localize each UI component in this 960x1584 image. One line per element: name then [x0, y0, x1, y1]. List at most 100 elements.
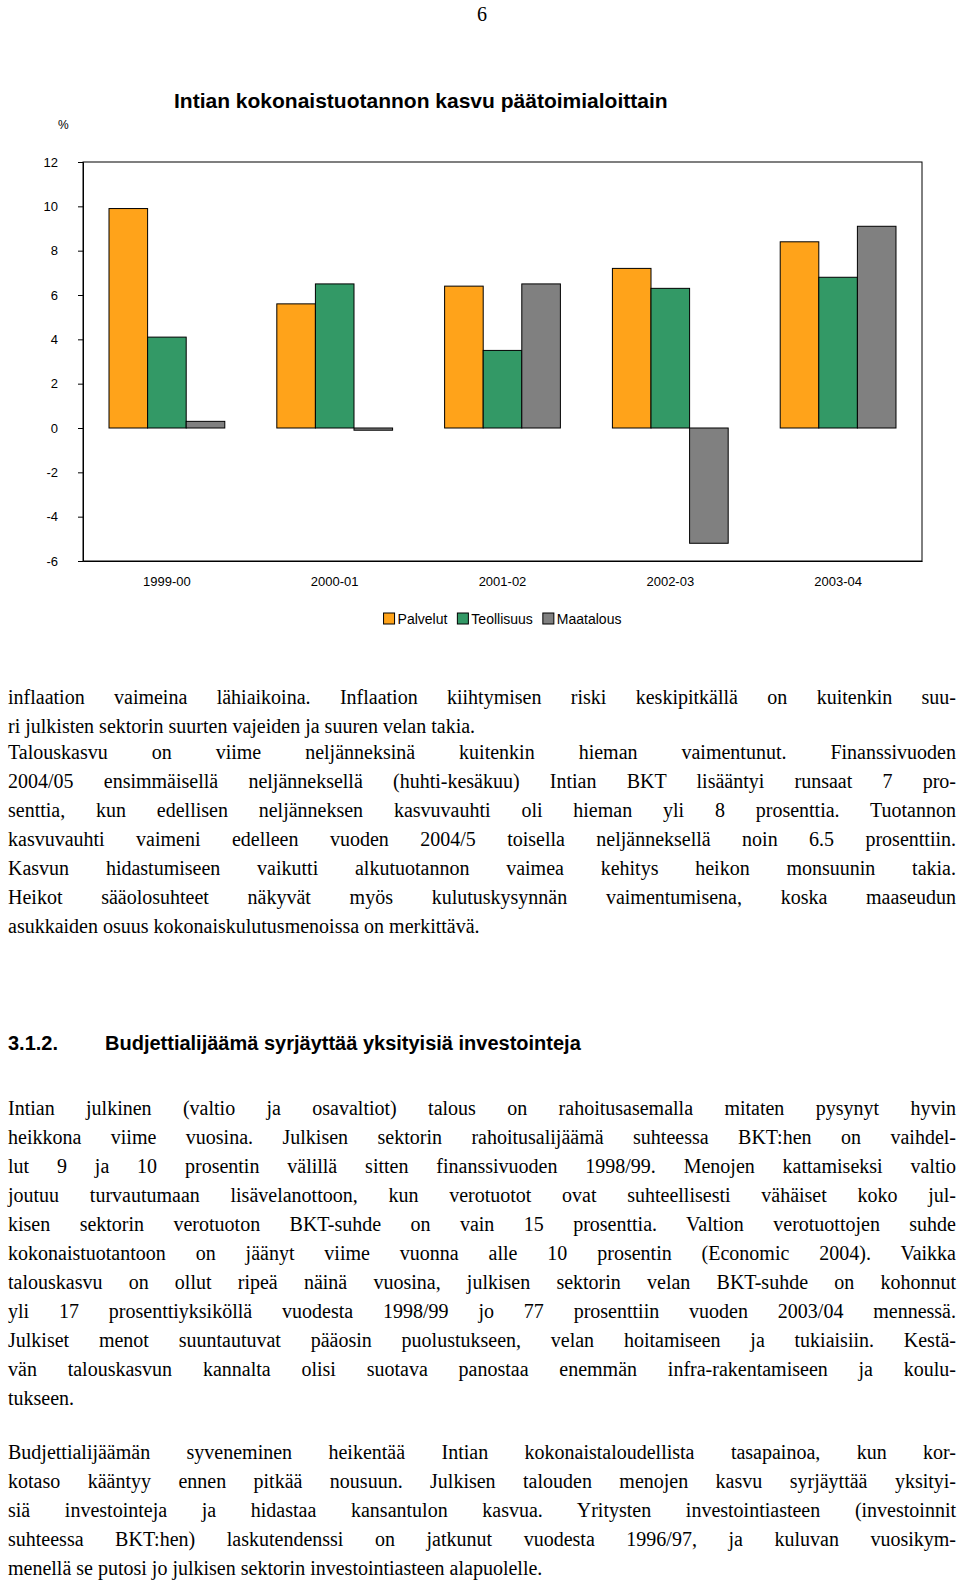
y-tick: 10 — [44, 199, 83, 214]
x-axis: 1999-00 2000-01 2001-02 2002-03 2003-04 — [84, 561, 923, 589]
legend-label: Maatalous — [557, 611, 622, 627]
text-line: Talouskasvu on viime neljänneksinä kuite… — [8, 738, 956, 767]
text-line: Intian julkinen (valtio ja osavaltiot) t… — [8, 1094, 956, 1123]
bar — [690, 428, 729, 543]
legend-label: Teollisuus — [471, 611, 532, 627]
text-line: Kasvun hidastumiseen vaikutti alkutuotan… — [8, 854, 956, 883]
y-tick: 12 — [44, 155, 83, 170]
x-tick-label: 2000-01 — [311, 574, 359, 589]
chart: Intian kokonaistuotannon kasvu päätoimia… — [0, 0, 960, 660]
bars — [109, 209, 896, 544]
y-tick-label: 8 — [51, 243, 58, 258]
text-line: asukkaiden osuus kokonaiskulutusmenoissa… — [8, 912, 956, 941]
text-line: Julkiset menot suuntautuvat pääosin puol… — [8, 1326, 956, 1355]
x-tick: 2001-02 — [479, 561, 527, 589]
y-tick: -4 — [46, 509, 83, 524]
text-line: tukseen. — [8, 1384, 956, 1413]
legend-item: Palvelut — [384, 611, 448, 627]
section-title: Budjettialijäämä syrjäyttää yksityisiä i… — [105, 1032, 581, 1055]
text-line: kotaso kääntyy ennen pitkää nousuun. Jul… — [8, 1467, 956, 1496]
y-tick-mark — [78, 428, 83, 429]
y-axis-title: % — [58, 118, 69, 132]
text-line: lut 9 ja 10 prosentin välillä sitten fin… — [8, 1152, 956, 1181]
y-tick-label: 12 — [44, 155, 58, 170]
x-tick-label: 2001-02 — [479, 574, 527, 589]
y-tick-label: -4 — [46, 509, 58, 524]
text-line: inflaation vaimeina lähiaikoina. Inflaat… — [8, 683, 956, 712]
bar — [277, 304, 316, 428]
text-line: 2004/05 ensimmäisellä neljänneksellä (hu… — [8, 767, 956, 796]
text-line: kasvuvauhti vaimeni edelleen vuoden 2004… — [8, 825, 956, 854]
x-tick-label: 2002-03 — [646, 574, 694, 589]
y-tick: 8 — [51, 243, 83, 258]
legend-item: Maatalous — [543, 611, 622, 627]
chart-title: Intian kokonaistuotannon kasvu päätoimia… — [174, 89, 668, 112]
bar — [483, 350, 522, 428]
y-axis-line — [78, 163, 84, 562]
x-tick: 2002-03 — [646, 561, 694, 589]
legend-swatch — [384, 613, 395, 624]
legend-item: Teollisuus — [457, 611, 532, 627]
y-tick-mark — [78, 517, 83, 518]
text-line: senttia, kun edellisen neljänneksen kasv… — [8, 796, 956, 825]
y-tick-label: 2 — [51, 376, 58, 391]
text-line: Budjettialijäämän syveneminen heikentää … — [8, 1438, 956, 1467]
bar-series — [109, 209, 819, 428]
text-line: yli 17 prosenttiyksiköllä vuodesta 1998/… — [8, 1297, 956, 1326]
text-line: joutuu turvautumaan lisävelanottoon, kun… — [8, 1181, 956, 1210]
text-line: ri julkisten sektorin suurten vajeiden j… — [8, 712, 956, 741]
bar — [522, 284, 561, 428]
y-tick: -2 — [46, 465, 83, 480]
y-tick-mark — [78, 384, 83, 385]
y-tick-label: 6 — [51, 288, 58, 303]
bar — [780, 242, 819, 428]
y-tick: -6 — [46, 554, 83, 569]
text-line: vän talouskasvun kannalta olisi suotava … — [8, 1355, 956, 1384]
y-tick: 0 — [51, 421, 83, 436]
text-line: kokonaistuotantoon on jäänyt viime vuonn… — [8, 1239, 956, 1268]
y-axis: -6 -4 -2 0 2 4 6 8 10 12 — [44, 155, 84, 569]
bar — [819, 277, 858, 428]
y-tick: 2 — [51, 376, 83, 391]
bar-series — [186, 226, 896, 543]
bar — [354, 428, 393, 430]
y-tick-mark — [78, 472, 83, 473]
bar — [315, 284, 354, 428]
y-tick-mark — [78, 162, 83, 163]
x-axis-line — [84, 561, 923, 562]
y-tick-label: -6 — [46, 554, 58, 569]
text-line: suhteessa BKT:hen) laskutendenssi on jat… — [8, 1525, 956, 1554]
bar — [445, 286, 484, 428]
page-number: 6 — [0, 0, 960, 28]
legend-swatch — [457, 613, 468, 624]
x-tick: 2000-01 — [311, 561, 359, 589]
bar — [186, 421, 225, 428]
legend-swatch — [543, 613, 554, 624]
text-line: siä investointeja ja hidastaa kansantulo… — [8, 1496, 956, 1525]
y-tick-mark — [78, 295, 83, 296]
bar-series — [148, 277, 858, 428]
legend-label: Palvelut — [398, 611, 448, 627]
bar — [651, 288, 690, 428]
y-tick-mark — [78, 251, 83, 252]
y-tick-mark — [78, 561, 83, 562]
plot-frame — [83, 162, 922, 561]
bar — [612, 268, 651, 428]
x-tick-label: 1999-00 — [143, 574, 191, 589]
text-line: kisen sektorin verotuoton BKT-suhde on v… — [8, 1210, 956, 1239]
y-tick-label: 10 — [44, 199, 58, 214]
bar — [148, 337, 187, 428]
x-tick-label: 2003-04 — [814, 574, 862, 589]
section-number: 3.1.2. — [8, 1032, 58, 1055]
y-tick-mark — [78, 206, 83, 207]
text-line: talouskasvu on ollut ripeä näinä vuosina… — [8, 1268, 956, 1297]
y-tick-mark — [78, 339, 83, 340]
bar — [109, 209, 148, 428]
text-line: menellä se putosi jo julkisen sektorin i… — [8, 1554, 956, 1583]
legend: Palvelut Teollisuus Maatalous — [384, 611, 622, 627]
y-tick-label: -2 — [46, 465, 58, 480]
y-tick: 4 — [51, 332, 83, 347]
text-line: Heikot sääolosuhteet näkyvät myös kulutu… — [8, 883, 956, 912]
y-tick-label: 4 — [51, 332, 58, 347]
y-tick: 6 — [51, 288, 83, 303]
